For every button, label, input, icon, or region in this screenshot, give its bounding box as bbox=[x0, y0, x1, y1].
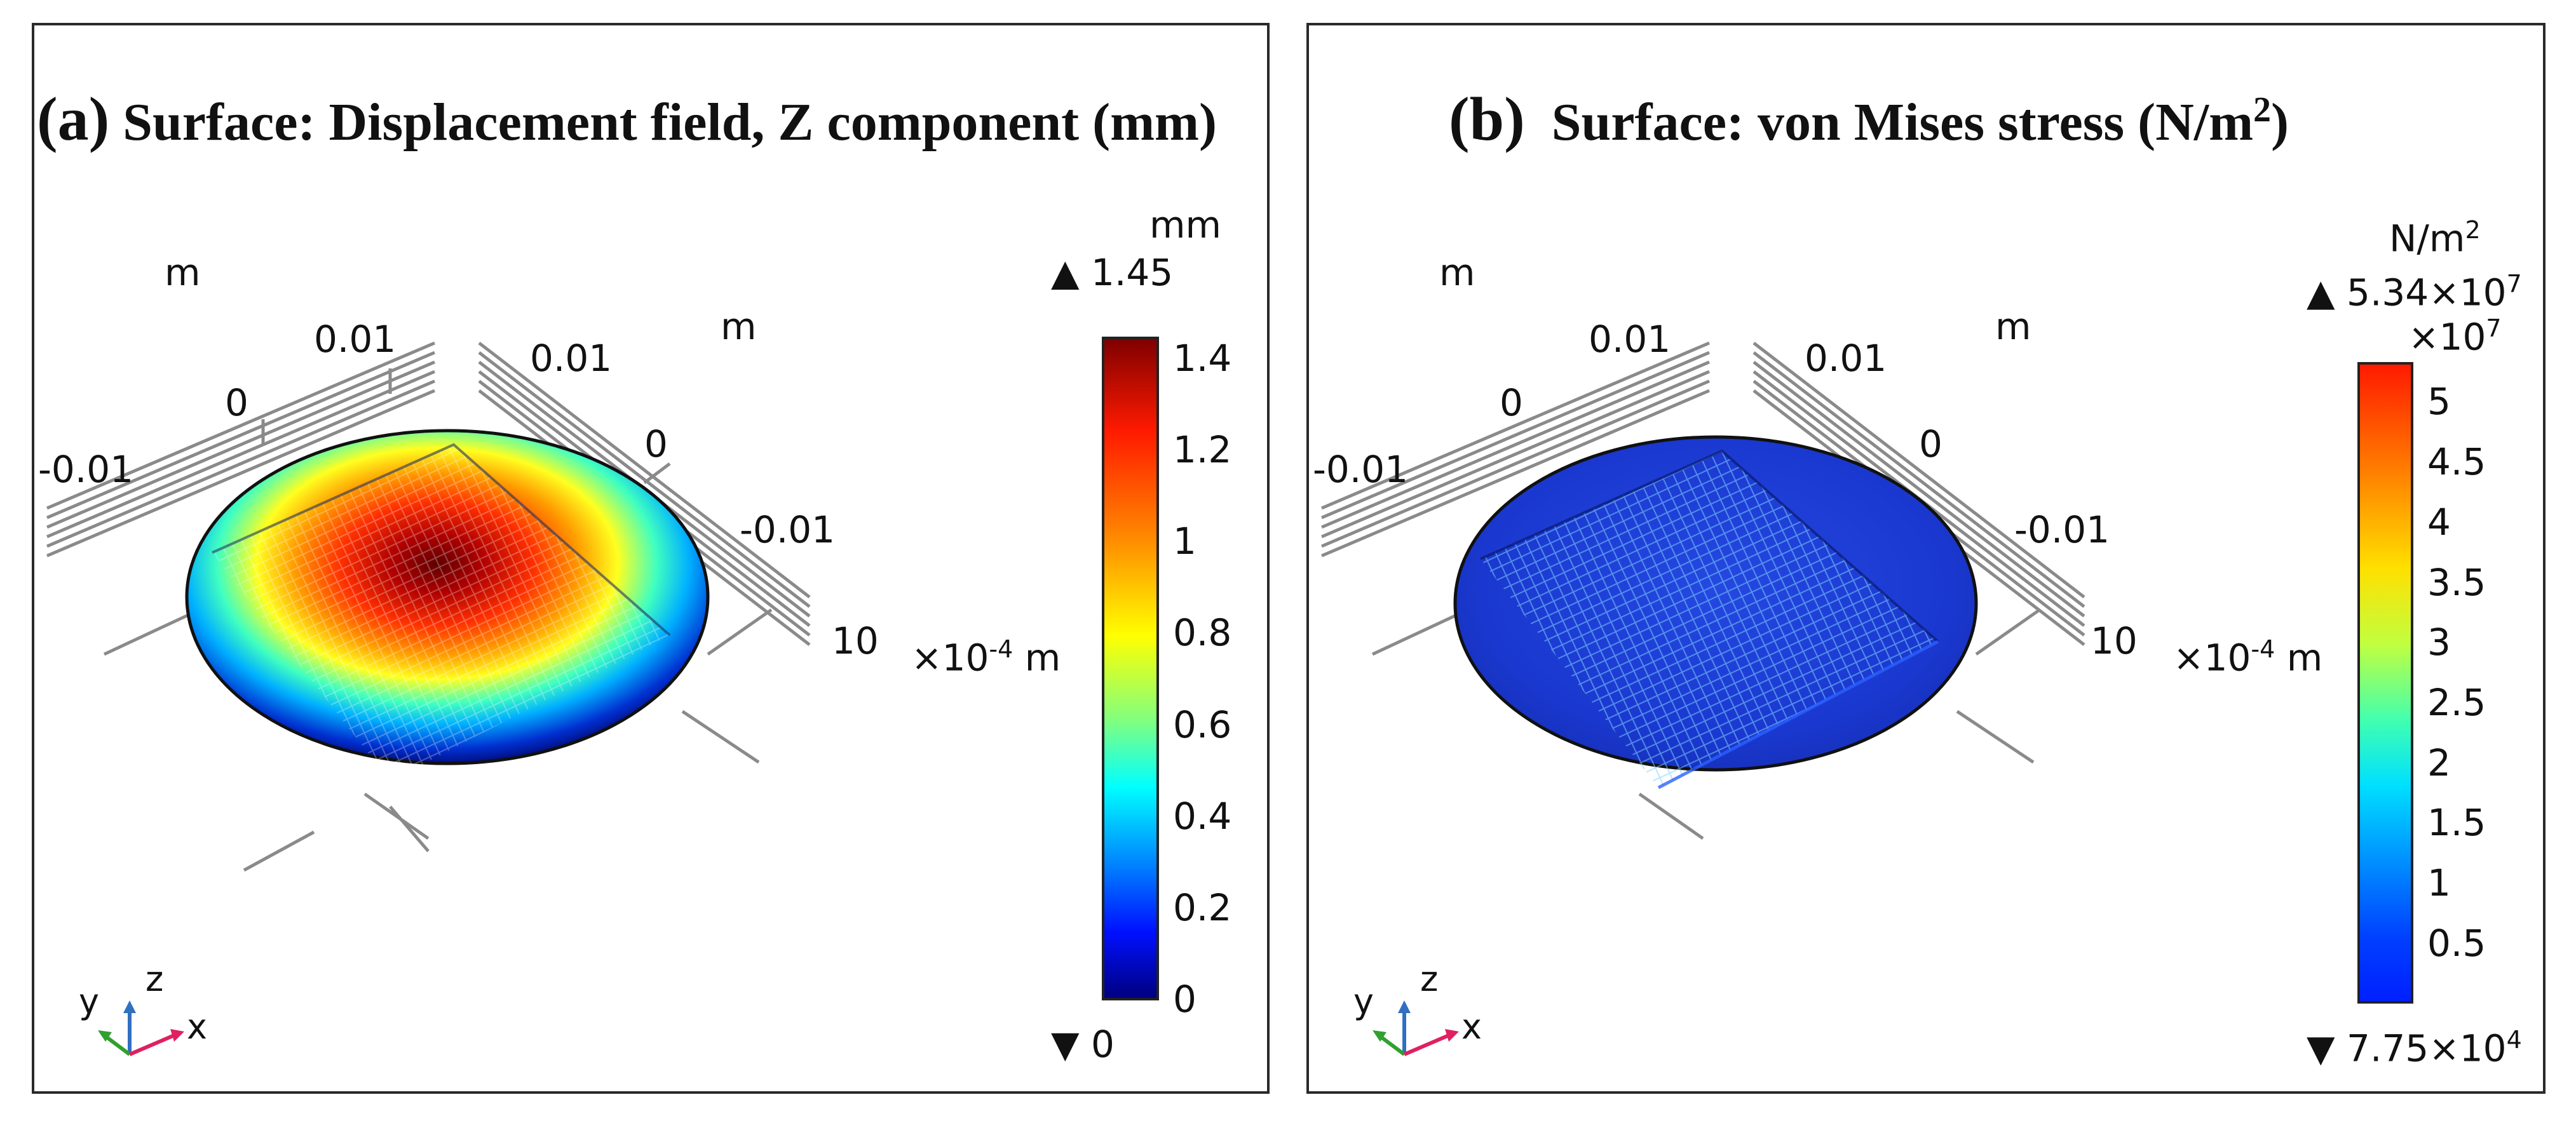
colorbar-tick: 0.5 bbox=[2427, 921, 2486, 965]
panel-title: (a) Surface: Displacement field, Z compo… bbox=[37, 84, 1217, 155]
panel-title: (b) Surface: von Mises stress (N/m2) bbox=[1449, 85, 2289, 154]
colorbar-tick: 3.5 bbox=[2427, 560, 2486, 604]
vertical-axis-unit: ×10-4 m bbox=[2173, 635, 2323, 680]
vertical-axis-unit: ×10-4 m bbox=[911, 635, 1061, 680]
axis-tick-right-2: -0.01 bbox=[2014, 508, 2110, 551]
panel-letter: (a) bbox=[37, 85, 110, 154]
colorbar-tick: 0.8 bbox=[1173, 611, 1232, 655]
colorbar-tick: 1.4 bbox=[1173, 337, 1232, 380]
ground-lines bbox=[1371, 608, 2041, 840]
colorbar-tick: 4 bbox=[2427, 500, 2451, 544]
triad-z-label: z bbox=[1420, 959, 1439, 999]
axis-tick-left-1: 0 bbox=[225, 381, 248, 424]
axis-tick-right-0: 0.01 bbox=[530, 337, 613, 380]
colorbar-tick: 0.6 bbox=[1173, 703, 1232, 746]
panel-title-text: Surface: Displacement field, Z component… bbox=[123, 93, 1217, 152]
axis-tick-right-1: 0 bbox=[1919, 422, 1942, 466]
colorbar-tick: 5 bbox=[2427, 380, 2451, 424]
colorbar-tick: 4.5 bbox=[2427, 440, 2486, 484]
triad-y-label: y bbox=[1353, 981, 1374, 1021]
ground-lines bbox=[103, 608, 773, 872]
axis-tick-right-1: 0 bbox=[644, 422, 668, 466]
colorbar-tick: 1.5 bbox=[2427, 801, 2486, 845]
colorbar-unit: N/m2 bbox=[2389, 216, 2481, 260]
axis-tick-left-0: 0.01 bbox=[1589, 318, 1671, 361]
axis-tick-left-0: 0.01 bbox=[314, 318, 397, 361]
lattice-mesh bbox=[1481, 451, 1938, 788]
axis-tick-right-0: 0.01 bbox=[1805, 337, 1887, 380]
vertical-axis-tick: 10 bbox=[2091, 619, 2138, 662]
axis-unit-left: m bbox=[165, 251, 201, 294]
axis-tick-left-1: 0 bbox=[1500, 381, 1523, 424]
triad-z-label: z bbox=[146, 959, 164, 999]
panel-von-mises: (b) Surface: von Mises stress (N/m2) bbox=[1306, 23, 2545, 1094]
lattice-mesh bbox=[212, 445, 670, 781]
colorbar-tick: 2.5 bbox=[2427, 680, 2486, 724]
stress-disc bbox=[1453, 435, 1978, 790]
axis-tick-left-2: -0.01 bbox=[1313, 448, 1409, 491]
colorbar-tick: 1.2 bbox=[1173, 428, 1232, 472]
triad-y-label: y bbox=[79, 981, 99, 1021]
displacement-plot bbox=[46, 341, 811, 872]
axis-grid-left bbox=[46, 341, 435, 558]
colorbar-tick: 3 bbox=[2427, 621, 2451, 664]
colorbar-tick: 0.4 bbox=[1173, 794, 1232, 838]
vertical-axis-tick: 10 bbox=[832, 619, 879, 662]
colorbar-gradient bbox=[1102, 337, 1159, 1000]
axis-tick-right-2: -0.01 bbox=[740, 508, 836, 551]
colorbar-tick: 1 bbox=[2427, 861, 2451, 905]
colorbar-min: ▼ 0 bbox=[1051, 1023, 1115, 1066]
colorbar-max: ▲ 1.45 bbox=[1051, 251, 1174, 294]
colorbar-multiplier: ×107 bbox=[2408, 314, 2502, 359]
axis-unit-right: m bbox=[721, 305, 757, 348]
colorbar-tick: 0.2 bbox=[1173, 885, 1232, 929]
colorbar-tick: 2 bbox=[2427, 741, 2451, 784]
displacement-disc bbox=[185, 429, 710, 781]
triad-x-label: x bbox=[187, 1007, 207, 1047]
axis-unit-right: m bbox=[1995, 305, 2031, 348]
colorbar-min: ▼ 7.75×104 bbox=[2307, 1026, 2522, 1070]
panel-letter: (b) bbox=[1449, 85, 1525, 154]
colorbar-max: ▲ 5.34×107 bbox=[2307, 270, 2522, 314]
colorbar-unit: mm bbox=[1149, 203, 1221, 246]
stress-plot bbox=[1321, 341, 2085, 840]
colorbar-gradient bbox=[2357, 362, 2413, 1004]
panel-displacement: (a) Surface: Displacement field, Z compo… bbox=[32, 23, 1270, 1094]
colorbar-tick: 1 bbox=[1173, 520, 1196, 563]
axis-tick-left-2: -0.01 bbox=[38, 448, 134, 491]
axis-grid-left bbox=[1321, 341, 1710, 558]
triad-x-label: x bbox=[1461, 1007, 1482, 1047]
axis-unit-left: m bbox=[1439, 251, 1475, 294]
colorbar-tick: 0 bbox=[1173, 978, 1196, 1021]
panel-title-text: Surface: von Mises stress (N/m bbox=[1551, 93, 2254, 152]
